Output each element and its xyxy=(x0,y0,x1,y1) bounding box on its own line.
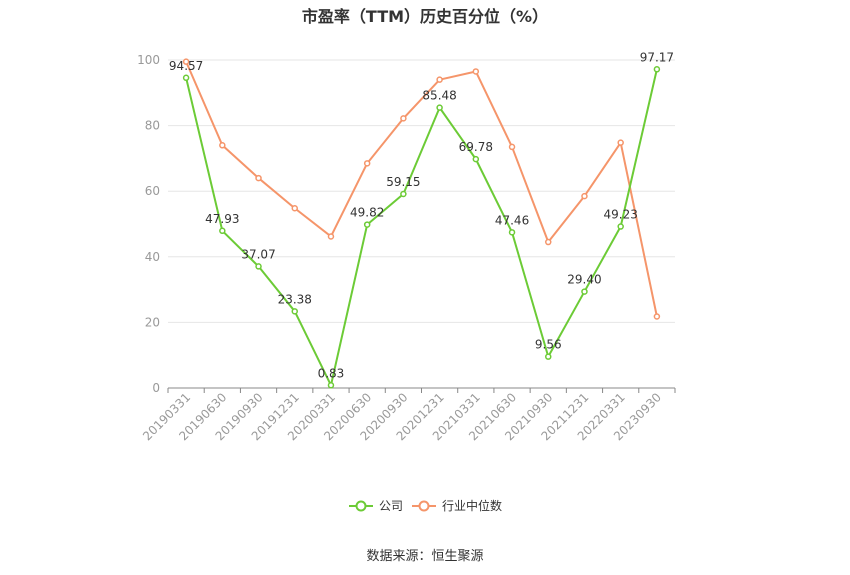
data-point xyxy=(508,143,516,151)
data-labels: 94.57 47.93 37.07 23.38 0.83 49.82 59.15 85.48 6… xyxy=(169,50,674,380)
data-point xyxy=(182,58,190,65)
data-point xyxy=(617,223,624,230)
data-point xyxy=(581,288,588,295)
data-point xyxy=(581,192,588,200)
data-label: 29.40 xyxy=(567,273,601,287)
data-label: 69.78 xyxy=(459,140,493,154)
data-point xyxy=(508,229,516,236)
data-point xyxy=(291,308,298,315)
data-point xyxy=(327,382,335,389)
series-group xyxy=(182,58,661,389)
data-label: 94.57 xyxy=(169,59,203,73)
data-point xyxy=(472,155,480,163)
data-point xyxy=(363,221,371,228)
y-tick-label: 0 xyxy=(152,381,160,395)
y-tick-label: 20 xyxy=(145,315,160,329)
data-label: 97.17 xyxy=(640,50,674,64)
y-tick-label: 40 xyxy=(145,250,160,264)
data-point xyxy=(291,205,298,212)
legend-item-0[interactable]: 公司 xyxy=(349,499,403,513)
data-label: 49.23 xyxy=(603,208,637,222)
legend-label: 公司 xyxy=(379,499,403,513)
data-label: 9.56 xyxy=(535,338,562,352)
data-point xyxy=(545,238,552,246)
data-label: 85.48 xyxy=(422,89,456,103)
data-point xyxy=(653,66,661,73)
data-source: 数据来源：恒生聚源 xyxy=(366,549,484,564)
data-point xyxy=(219,227,226,235)
data-point xyxy=(363,160,371,167)
chart-title: 市盈率（TTM）历史百分位（%） xyxy=(301,7,549,26)
y-tick-label: 80 xyxy=(145,119,160,133)
data-point xyxy=(436,76,443,83)
series-line-0 xyxy=(185,69,658,387)
data-label: 49.82 xyxy=(350,206,384,220)
y-tick-label: 60 xyxy=(145,184,160,198)
data-point xyxy=(400,115,407,122)
legend-label: 行业中位数 xyxy=(442,498,502,513)
data-label: 47.46 xyxy=(495,213,529,227)
y-tick-label: 100 xyxy=(137,53,160,67)
data-point xyxy=(255,174,262,182)
legend-marker-icon xyxy=(418,500,430,512)
data-point xyxy=(327,233,335,240)
data-point xyxy=(545,353,552,360)
legend-marker-icon xyxy=(355,500,367,512)
data-point xyxy=(182,74,190,82)
legend[interactable]: 公司 行业中位数 xyxy=(349,498,502,513)
data-point xyxy=(472,68,480,75)
data-label: 47.93 xyxy=(205,212,239,226)
data-point xyxy=(400,190,407,198)
data-label: 23.38 xyxy=(278,292,312,306)
data-point xyxy=(653,313,661,320)
data-point xyxy=(219,142,226,149)
data-label: 37.07 xyxy=(241,247,275,261)
grid-lines xyxy=(168,59,675,323)
data-point xyxy=(255,263,262,270)
data-point xyxy=(436,104,443,111)
data-label: 0.83 xyxy=(318,366,345,380)
axes: 0204060801002019033120190630201909302019… xyxy=(137,53,676,443)
legend-item-1[interactable]: 行业中位数 xyxy=(412,498,502,513)
data-label: 59.15 xyxy=(386,175,420,189)
series-line-1 xyxy=(185,61,658,317)
data-point xyxy=(617,139,624,146)
